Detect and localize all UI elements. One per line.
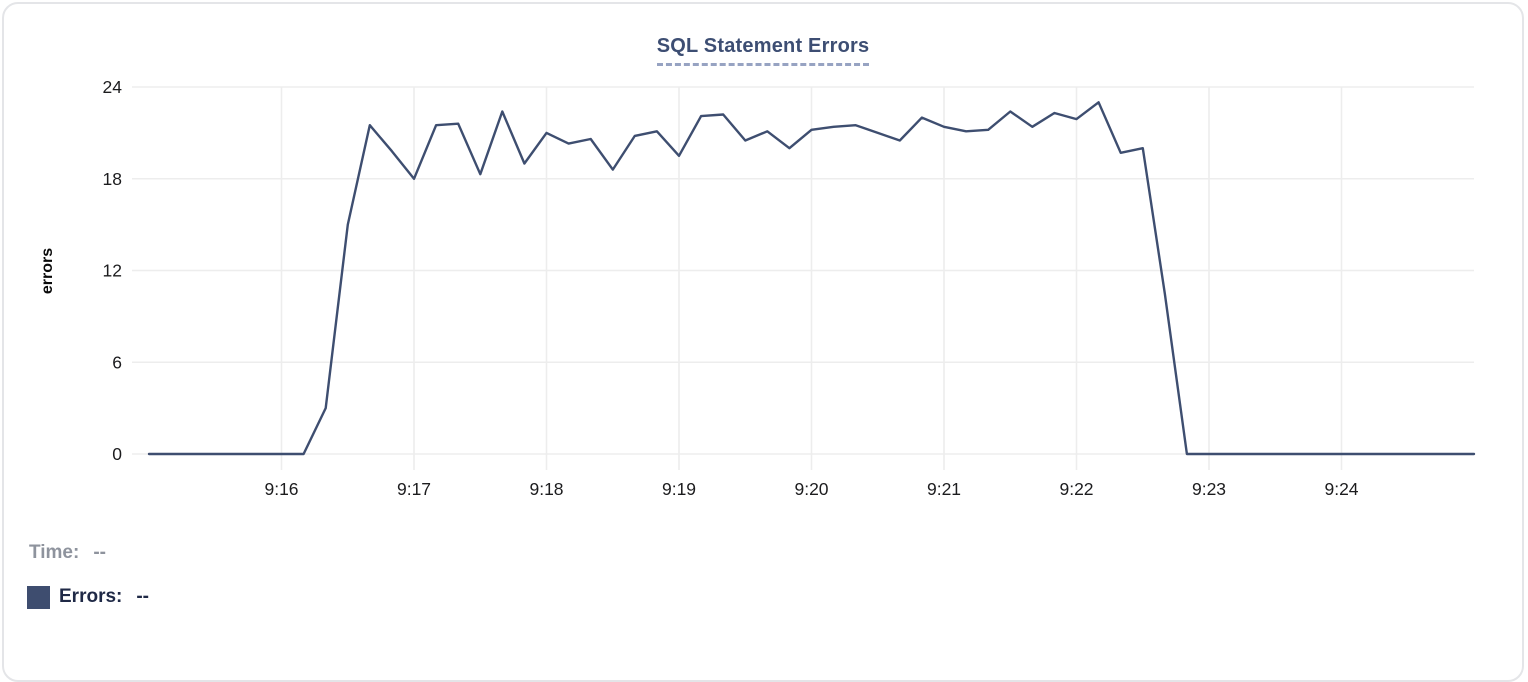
chart-title[interactable]: SQL Statement Errors [656, 35, 870, 66]
x-tick-label: 9:18 [529, 479, 563, 499]
errors-series-swatch [27, 585, 50, 609]
legend-time-value: -- [93, 542, 106, 563]
x-tick-label: 9:24 [1324, 479, 1358, 499]
y-axis-title: errors [39, 248, 56, 294]
legend-time-label: Time: [29, 542, 80, 563]
y-tick-label: 0 [112, 444, 122, 464]
x-tick-label: 9:19 [662, 479, 696, 499]
sql-statement-errors-line-chart[interactable]: 0 6 12 18 24 9:16 9:17 9:18 9:19 9:20 9:21 9:22 9:23… [4, 4, 1528, 504]
y-tick-label: 12 [103, 261, 122, 281]
y-tick-label: 18 [103, 169, 122, 189]
chart-title-row: SQL Statement Errors [4, 35, 1522, 66]
x-tick-label: 9:16 [264, 479, 298, 499]
errors-series-line [147, 101, 1476, 456]
x-tick-label: 9:21 [927, 479, 961, 499]
y-tick-label: 6 [112, 352, 122, 372]
y-tick-label: 24 [103, 77, 123, 97]
legend-errors-row: Errors: -- [27, 584, 149, 610]
x-tick-label: 9:22 [1059, 479, 1093, 499]
x-tick-label: 9:20 [794, 479, 828, 499]
legend-time-row: Time: -- [27, 540, 149, 566]
legend-errors-label: Errors: [59, 586, 123, 607]
hover-legend: Time: -- Errors: -- [27, 540, 149, 628]
x-tick-label: 9:23 [1192, 479, 1226, 499]
legend-errors-value: -- [136, 586, 150, 607]
x-tick-label: 9:17 [397, 479, 431, 499]
